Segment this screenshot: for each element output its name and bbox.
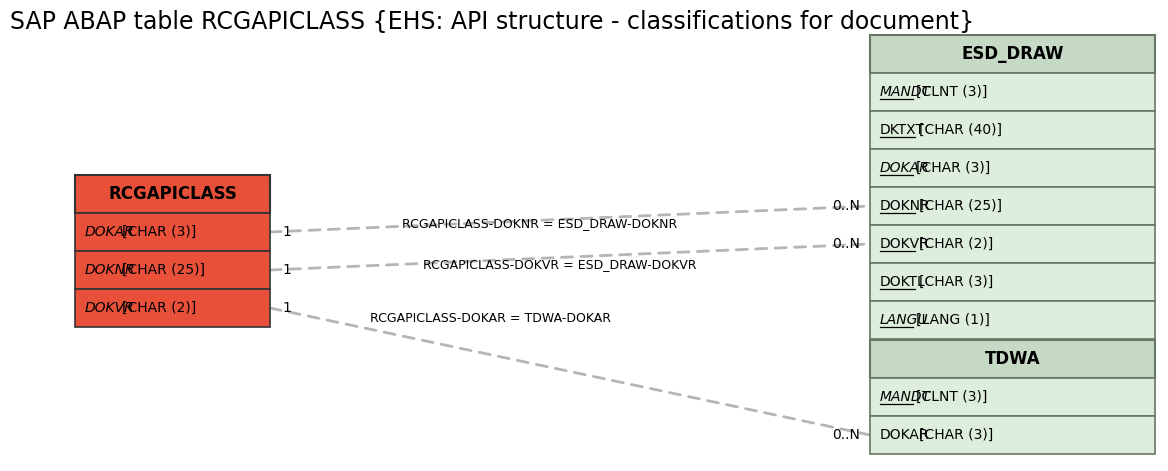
Text: MANDT: MANDT (880, 85, 931, 99)
Text: 1: 1 (281, 263, 291, 277)
Bar (870, 111, 1155, 149)
Bar (75, 213, 270, 251)
Text: LANGU: LANGU (880, 313, 929, 327)
Text: 0..N: 0..N (832, 199, 860, 213)
Text: DOKNR: DOKNR (85, 263, 135, 277)
Text: ESD_DRAW: ESD_DRAW (961, 45, 1064, 63)
Text: RCGAPICLASS-DOKVR = ESD_DRAW-DOKVR: RCGAPICLASS-DOKVR = ESD_DRAW-DOKVR (423, 259, 697, 271)
Bar (75, 175, 270, 213)
Bar (870, 416, 1155, 454)
Text: SAP ABAP table RCGAPICLASS {EHS: API structure - classifications for document}: SAP ABAP table RCGAPICLASS {EHS: API str… (11, 10, 974, 34)
Bar (870, 225, 1155, 263)
Bar (75, 251, 270, 289)
Text: [CHAR (40)]: [CHAR (40)] (919, 123, 1002, 137)
Text: [CHAR (2)]: [CHAR (2)] (121, 301, 196, 315)
Text: [CHAR (3)]: [CHAR (3)] (919, 275, 993, 289)
Bar (870, 73, 1155, 111)
Text: TDWA: TDWA (985, 350, 1041, 368)
Text: MANDT: MANDT (880, 390, 931, 404)
Text: [CLNT (3)]: [CLNT (3)] (917, 85, 988, 99)
Text: [CHAR (3)]: [CHAR (3)] (121, 225, 196, 239)
Bar (870, 187, 1155, 225)
Text: [CHAR (25)]: [CHAR (25)] (919, 199, 1002, 213)
Text: [CHAR (3)]: [CHAR (3)] (917, 161, 990, 175)
Text: 0..N: 0..N (832, 428, 860, 442)
Bar (870, 340, 1155, 378)
Text: DOKVR: DOKVR (880, 237, 930, 251)
Text: DOKVR: DOKVR (85, 301, 134, 315)
Text: [CHAR (25)]: [CHAR (25)] (121, 263, 204, 277)
Bar (870, 149, 1155, 187)
Text: [CLNT (3)]: [CLNT (3)] (917, 390, 988, 404)
Text: 1: 1 (281, 301, 291, 315)
Bar (870, 263, 1155, 301)
Text: RCGAPICLASS-DOKNR = ESD_DRAW-DOKNR: RCGAPICLASS-DOKNR = ESD_DRAW-DOKNR (402, 218, 677, 230)
Text: RCGAPICLASS-DOKAR = TDWA-DOKAR: RCGAPICLASS-DOKAR = TDWA-DOKAR (369, 311, 611, 325)
Text: 0..N: 0..N (832, 237, 860, 251)
Text: RCGAPICLASS: RCGAPICLASS (109, 185, 237, 203)
Text: DOKNR: DOKNR (880, 199, 931, 213)
Text: DOKAR: DOKAR (85, 225, 134, 239)
Bar (870, 378, 1155, 416)
Text: 1: 1 (281, 225, 291, 239)
Text: DOKAR: DOKAR (880, 428, 930, 442)
Text: DOKTL: DOKTL (880, 275, 926, 289)
Bar (870, 35, 1155, 73)
Bar (75, 289, 270, 327)
Bar (870, 301, 1155, 339)
Text: [CHAR (2)]: [CHAR (2)] (919, 237, 993, 251)
Text: DKTXT: DKTXT (880, 123, 925, 137)
Text: DOKAR: DOKAR (880, 161, 930, 175)
Text: [CHAR (3)]: [CHAR (3)] (919, 428, 993, 442)
Text: [LANG (1)]: [LANG (1)] (917, 313, 990, 327)
